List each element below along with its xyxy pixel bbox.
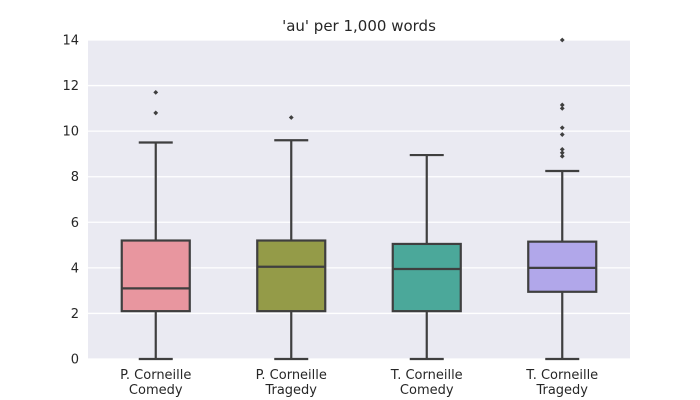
y-tick-label: 10 [62,125,79,140]
box-group [391,153,462,361]
box [391,242,462,313]
box [527,240,598,293]
x-category-label-line1: T. Corneille [525,368,598,383]
outlier-point [559,105,565,111]
box-group [256,115,327,361]
box-group [120,90,191,361]
y-tick-label: 4 [71,261,79,276]
y-tick-label: 8 [71,170,79,185]
y-tick-label: 6 [71,216,79,231]
x-category-label-line1: P. Corneille [120,368,191,383]
x-category-label-line2: Tragedy [535,383,588,398]
x-category-label-line1: P. Corneille [256,368,327,383]
outlier-point [559,150,565,156]
x-category-label-line1: T. Corneille [390,368,463,383]
x-category-label-line2: Comedy [400,383,454,398]
box-group [527,37,598,361]
boxes [120,37,598,361]
box [256,239,327,313]
y-axis-ticks: 0 2 4 6 8 10 12 14 [62,34,79,368]
outlier-point [153,110,159,116]
outlier-point [288,115,294,120]
chart-title: 'au' per 1,000 words [282,17,436,35]
y-tick-label: 12 [62,79,79,94]
x-category-label-line2: Tragedy [264,383,317,398]
outlier-point [559,37,565,43]
y-tick-label: 14 [62,34,79,49]
y-tick-label: 2 [71,307,79,322]
outlier-point [559,132,565,137]
x-category-label-line2: Comedy [129,383,183,398]
outlier-point [559,102,565,108]
y-tick-label: 0 [71,353,79,368]
outlier-point [559,153,565,159]
outlier-point [559,146,565,152]
outlier-point [559,125,565,131]
box [120,239,191,313]
outlier-point [153,90,159,95]
